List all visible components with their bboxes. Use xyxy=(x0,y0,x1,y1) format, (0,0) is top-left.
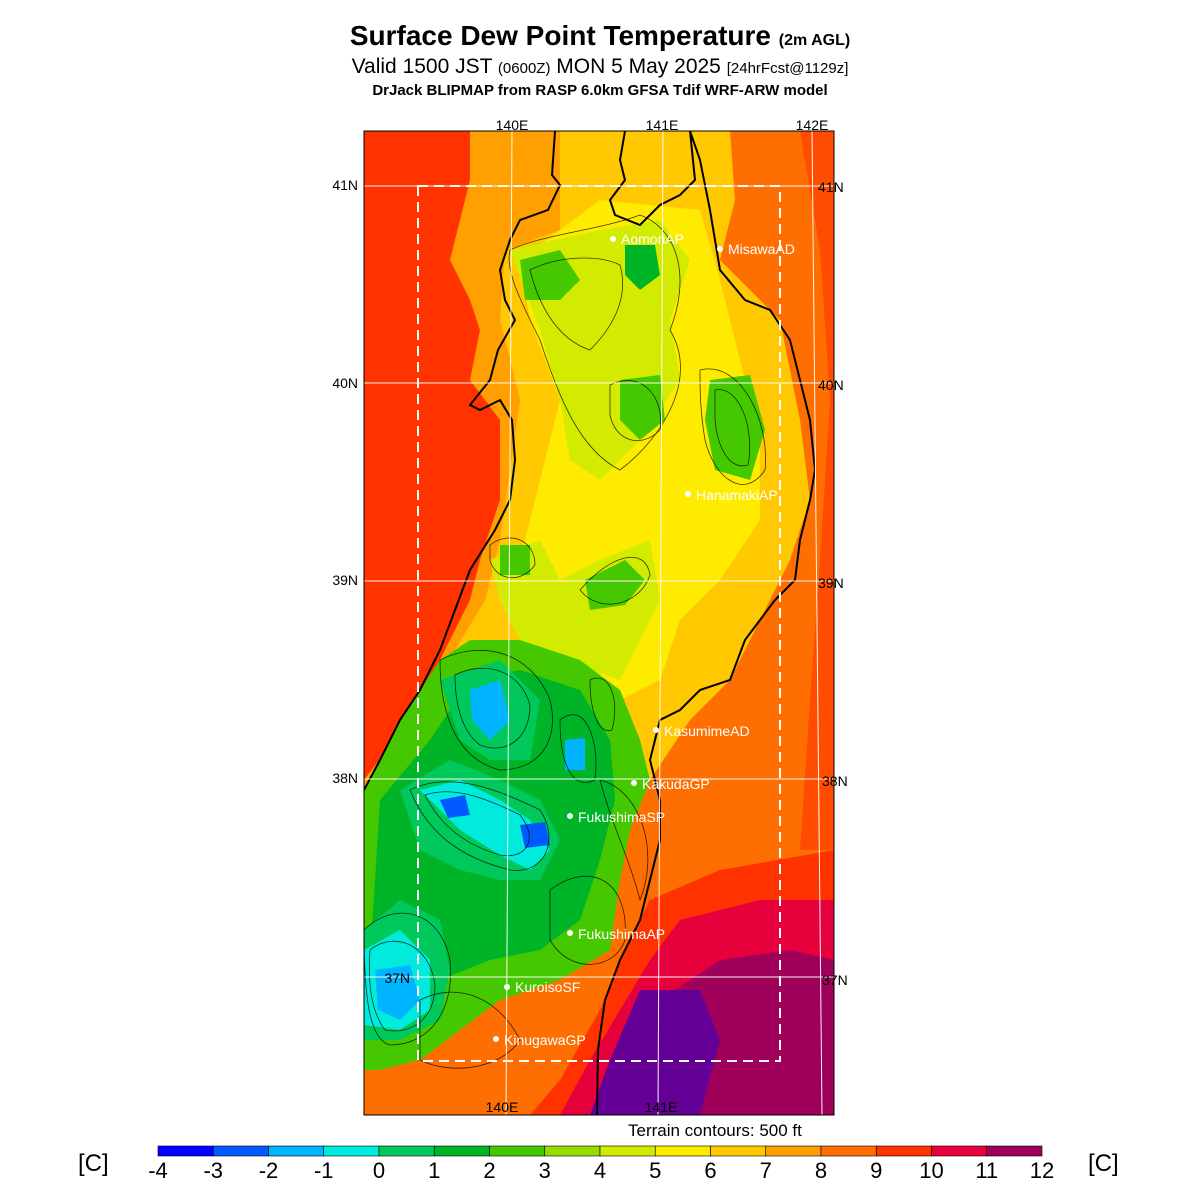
lat-label-left: 38N xyxy=(332,770,358,786)
chart-title: Surface Dew Point Temperature (2m AGL) xyxy=(0,20,1200,52)
lon-label-top: 140E xyxy=(496,117,529,133)
valid-date: MON 5 May 2025 xyxy=(556,55,721,78)
station-marker xyxy=(493,1036,499,1042)
axis-labels: 140E 141E 142E 140E 141E 41N 40N 39N 38N… xyxy=(332,117,847,1115)
station-label: FukushimaSP xyxy=(578,809,665,825)
station-marker xyxy=(610,236,616,242)
lat-label-right: 40N xyxy=(818,377,844,393)
model-line: DrJack BLIPMAP from RASP 6.0km GFSA Tdif… xyxy=(372,82,828,99)
title-main: Surface Dew Point Temperature xyxy=(349,20,771,51)
station-label: MisawaAD xyxy=(728,241,795,257)
station-label: KakudaGP xyxy=(642,776,710,792)
inner-domain-box xyxy=(417,185,781,1062)
lat-label-right: 38N xyxy=(822,773,848,789)
station-marker xyxy=(653,727,659,733)
color-field xyxy=(364,131,834,1115)
title-suffix: (2m AGL) xyxy=(778,32,851,49)
station-label: AomoriAP xyxy=(621,231,684,247)
station-marker xyxy=(717,246,723,252)
station-marker xyxy=(567,930,573,936)
lat-label-left: 37N xyxy=(384,970,410,986)
lon-label-top: 142E xyxy=(796,117,829,133)
colorbar-unit-left: [C] xyxy=(78,1150,109,1177)
lat-label-left: 39N xyxy=(332,572,358,588)
coastline xyxy=(364,131,817,1115)
station-marker xyxy=(631,780,637,786)
lat-label-left: 40N xyxy=(332,375,358,391)
colorbar-unit-right: [C] xyxy=(1088,1150,1119,1177)
station-marker xyxy=(685,491,691,497)
station-label: HanamakiAP xyxy=(696,487,778,503)
lat-label-left: 41N xyxy=(332,177,358,193)
map-frame xyxy=(363,130,835,1116)
valid-zulu: (0600Z) xyxy=(497,60,551,77)
lat-label-right: 41N xyxy=(818,179,844,195)
lat-label-right: 37N xyxy=(822,972,848,988)
station-marker xyxy=(567,813,573,819)
station-label: KuroisoSF xyxy=(515,979,580,995)
lon-label-bottom: 141E xyxy=(645,1099,678,1115)
station-label: KinugawaGP xyxy=(504,1032,586,1048)
valid-prefix: Valid 1500 JST xyxy=(351,55,493,78)
station-marker xyxy=(504,984,510,990)
terrain-contours xyxy=(364,214,766,1069)
valid-time-line: Valid 1500 JST (0600Z) MON 5 May 2025 [2… xyxy=(0,55,1200,79)
station-label: FukushimaAP xyxy=(578,926,665,942)
stations: AomoriAP MisawaAD HanamakiAP KasumimeAD … xyxy=(493,231,795,1048)
lat-label-right: 39N xyxy=(818,575,844,591)
forecast-info: [24hrFcst@1129z] xyxy=(726,60,849,77)
terrain-note: Terrain contours: 500 ft xyxy=(628,1121,802,1140)
lon-label-top: 141E xyxy=(646,117,679,133)
station-label: KasumimeAD xyxy=(664,723,750,739)
lon-label-bottom: 140E xyxy=(486,1099,519,1115)
